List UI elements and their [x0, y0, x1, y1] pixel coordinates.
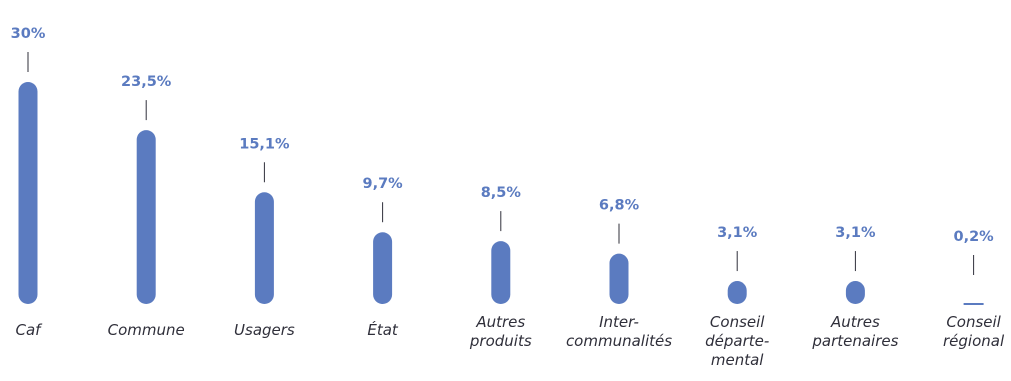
category-label-1: Commune	[108, 321, 185, 339]
value-label-2: 15,1%	[239, 136, 290, 152]
bar-7	[845, 281, 865, 304]
value-labels-group: 30% 23,5% 15,1% 9,7% 8,5% 6,8% 3,1% 3,1% 0,2%	[11, 26, 995, 245]
bar-1	[136, 130, 156, 304]
category-label-line: Conseil	[710, 313, 765, 331]
category-label-6: Conseil départe-mental	[705, 313, 769, 369]
category-label-line: Usagers	[234, 321, 295, 339]
category-label-7: Autres partenaires	[811, 313, 898, 350]
value-label-6: 3,1%	[717, 225, 758, 241]
bar-4	[491, 241, 511, 304]
bars-group	[18, 82, 984, 305]
category-label-line: produits	[469, 332, 532, 350]
category-label-8: Conseil régional	[943, 313, 1005, 350]
value-label-4: 8,5%	[481, 185, 522, 201]
category-label-line: communalités	[566, 332, 672, 350]
bar-3	[373, 232, 393, 304]
category-label-line: Caf	[16, 321, 44, 339]
category-label-4: Autres produits	[469, 313, 532, 350]
category-label-5: Inter-communalités	[566, 313, 672, 350]
bar-2	[254, 192, 274, 304]
category-label-line: partenaires	[811, 332, 898, 350]
category-label-line: mental	[711, 351, 764, 369]
category-label-line: Autres	[475, 313, 525, 331]
value-label-8: 0,2%	[953, 229, 994, 245]
category-label-line: départe-	[705, 332, 769, 350]
bar-5	[609, 253, 629, 304]
category-label-line: Commune	[108, 321, 185, 339]
bar-0	[18, 82, 38, 304]
category-label-0: Caf	[16, 321, 44, 339]
bar-6	[727, 281, 747, 304]
value-label-0: 30%	[11, 26, 46, 42]
category-label-line: État	[367, 320, 399, 339]
category-label-line: Autres	[830, 313, 880, 331]
value-label-7: 3,1%	[835, 225, 876, 241]
value-label-3: 9,7%	[362, 176, 403, 192]
category-label-line: régional	[943, 332, 1005, 350]
category-labels-group: Caf Commune Usagers État Autres produitsInter…	[16, 313, 1005, 369]
connectors-group	[27, 52, 975, 275]
value-label-5: 6,8%	[599, 198, 640, 214]
category-label-3: État	[367, 320, 399, 339]
value-label-1: 23,5%	[121, 74, 172, 90]
category-label-line: Conseil	[946, 313, 1001, 331]
bar-8	[963, 303, 984, 305]
category-label-2: Usagers	[234, 321, 295, 339]
category-label-line: Inter-	[599, 313, 639, 331]
